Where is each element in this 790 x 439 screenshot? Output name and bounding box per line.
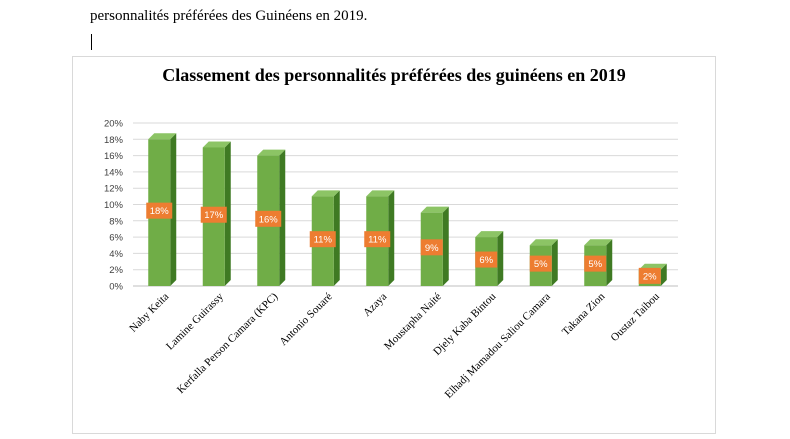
y-tick-label: 6%: [109, 233, 123, 244]
chart-title: Classement des personnalités préférées d…: [162, 65, 626, 85]
data-label-box: [364, 231, 391, 248]
bar-top: [366, 190, 395, 197]
data-label-box: [309, 231, 336, 248]
data-label: 11%: [368, 235, 387, 246]
bar-top: [475, 231, 504, 238]
bar-top: [202, 141, 231, 148]
data-label-box: [529, 255, 552, 272]
bar-side: [551, 239, 558, 286]
bar-side: [606, 239, 613, 286]
data-label: 17%: [204, 210, 224, 221]
document-text-line: personnalités préférées des Guinéens en …: [90, 8, 368, 24]
data-label-box: [584, 255, 607, 272]
category-label: Lamine Guirassy: [164, 290, 226, 352]
y-tick-label: 12%: [104, 184, 124, 195]
bar-top: [420, 206, 449, 213]
bar-side: [333, 190, 340, 286]
bar-side: [442, 206, 449, 286]
data-label: 9%: [425, 243, 439, 254]
data-label: 5%: [588, 259, 602, 270]
y-tick-label: 2%: [109, 265, 123, 276]
category-label: Azaya: [361, 291, 389, 319]
bar-chart: 0% 2% 4% 6% 8% 10% 12% 14% 16% 18% 20% 18% 17% 16% 11…: [104, 119, 678, 401]
data-labels: 18% 17% 16% 11% 11% 9% 6% 5% 5% 2%: [146, 202, 661, 284]
data-label: 11%: [314, 235, 333, 246]
bar-side: [497, 231, 504, 286]
data-label: 16%: [259, 214, 279, 225]
bar-side: [388, 190, 395, 286]
y-tick-label: 14%: [104, 167, 124, 178]
category-label: Elhadj Mamadou Saliou Camara: [443, 291, 553, 401]
text-caret: [91, 34, 92, 50]
data-label: 5%: [534, 259, 548, 270]
data-label: 6%: [479, 255, 493, 266]
category-label: Naby Keita: [127, 291, 171, 335]
data-label-box: [475, 251, 498, 268]
bar-top: [584, 239, 613, 246]
data-label: 18%: [150, 206, 170, 217]
bar-side: [660, 263, 667, 286]
bars: [148, 133, 667, 286]
data-label-box: [146, 202, 173, 219]
bar-top: [257, 149, 286, 156]
y-tick-label: 10%: [104, 200, 124, 211]
y-tick-label: 20%: [104, 119, 124, 130]
y-tick-label: 4%: [109, 249, 123, 260]
y-tick-label: 8%: [109, 216, 123, 227]
data-label-box: [420, 239, 443, 256]
bar-top: [148, 133, 177, 140]
data-label-box: [255, 210, 282, 227]
category-label: Kerfalla Person Camara (KPC): [175, 290, 281, 396]
data-label-box: [638, 267, 661, 284]
bar-side: [224, 141, 231, 286]
y-tick-label: 16%: [104, 151, 124, 162]
y-axis-ticks: 0% 2% 4% 6% 8% 10% 12% 14% 16% 18% 20%: [104, 119, 124, 293]
category-label: Moustapha Naité: [382, 291, 444, 353]
category-label: Antonio Souaré: [277, 291, 335, 349]
data-label-box: [200, 206, 227, 223]
bar-top: [311, 190, 340, 197]
chart-frame[interactable]: Classement des personnalités préférées d…: [72, 56, 716, 434]
bar-side: [170, 133, 177, 286]
bar-top: [529, 239, 558, 246]
y-tick-label: 0%: [109, 282, 123, 293]
category-label: Oustaz Taibou: [608, 290, 662, 344]
y-tick-label: 18%: [104, 135, 124, 146]
category-label: Takana Zion: [560, 290, 608, 338]
data-label: 2%: [643, 271, 657, 282]
bar-side: [279, 149, 286, 286]
